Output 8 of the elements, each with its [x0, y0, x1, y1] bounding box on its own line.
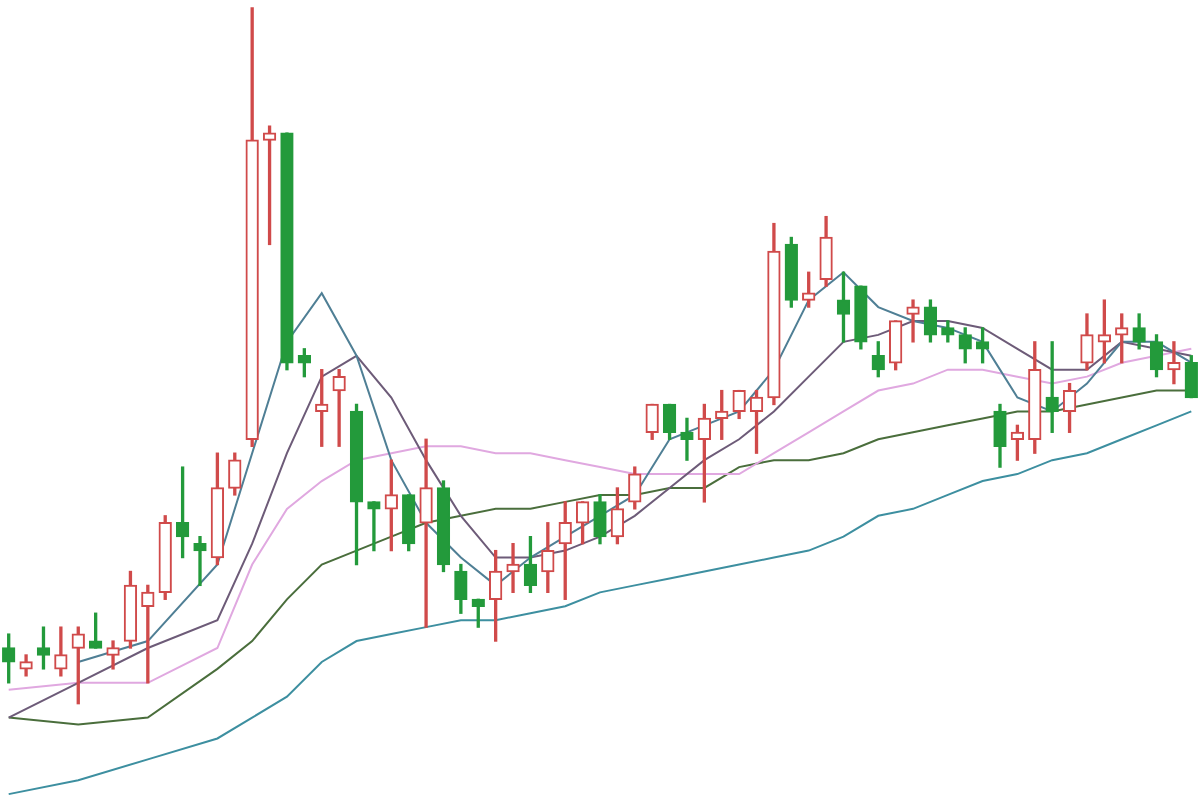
candlestick: [1167, 341, 1181, 385]
candlestick: [332, 369, 346, 447]
candlestick: [506, 542, 520, 594]
candlestick: [367, 501, 381, 552]
candlestick: [419, 438, 433, 628]
candlestick: [193, 536, 207, 587]
candlestick: [906, 299, 920, 343]
candlestick: [680, 417, 694, 461]
